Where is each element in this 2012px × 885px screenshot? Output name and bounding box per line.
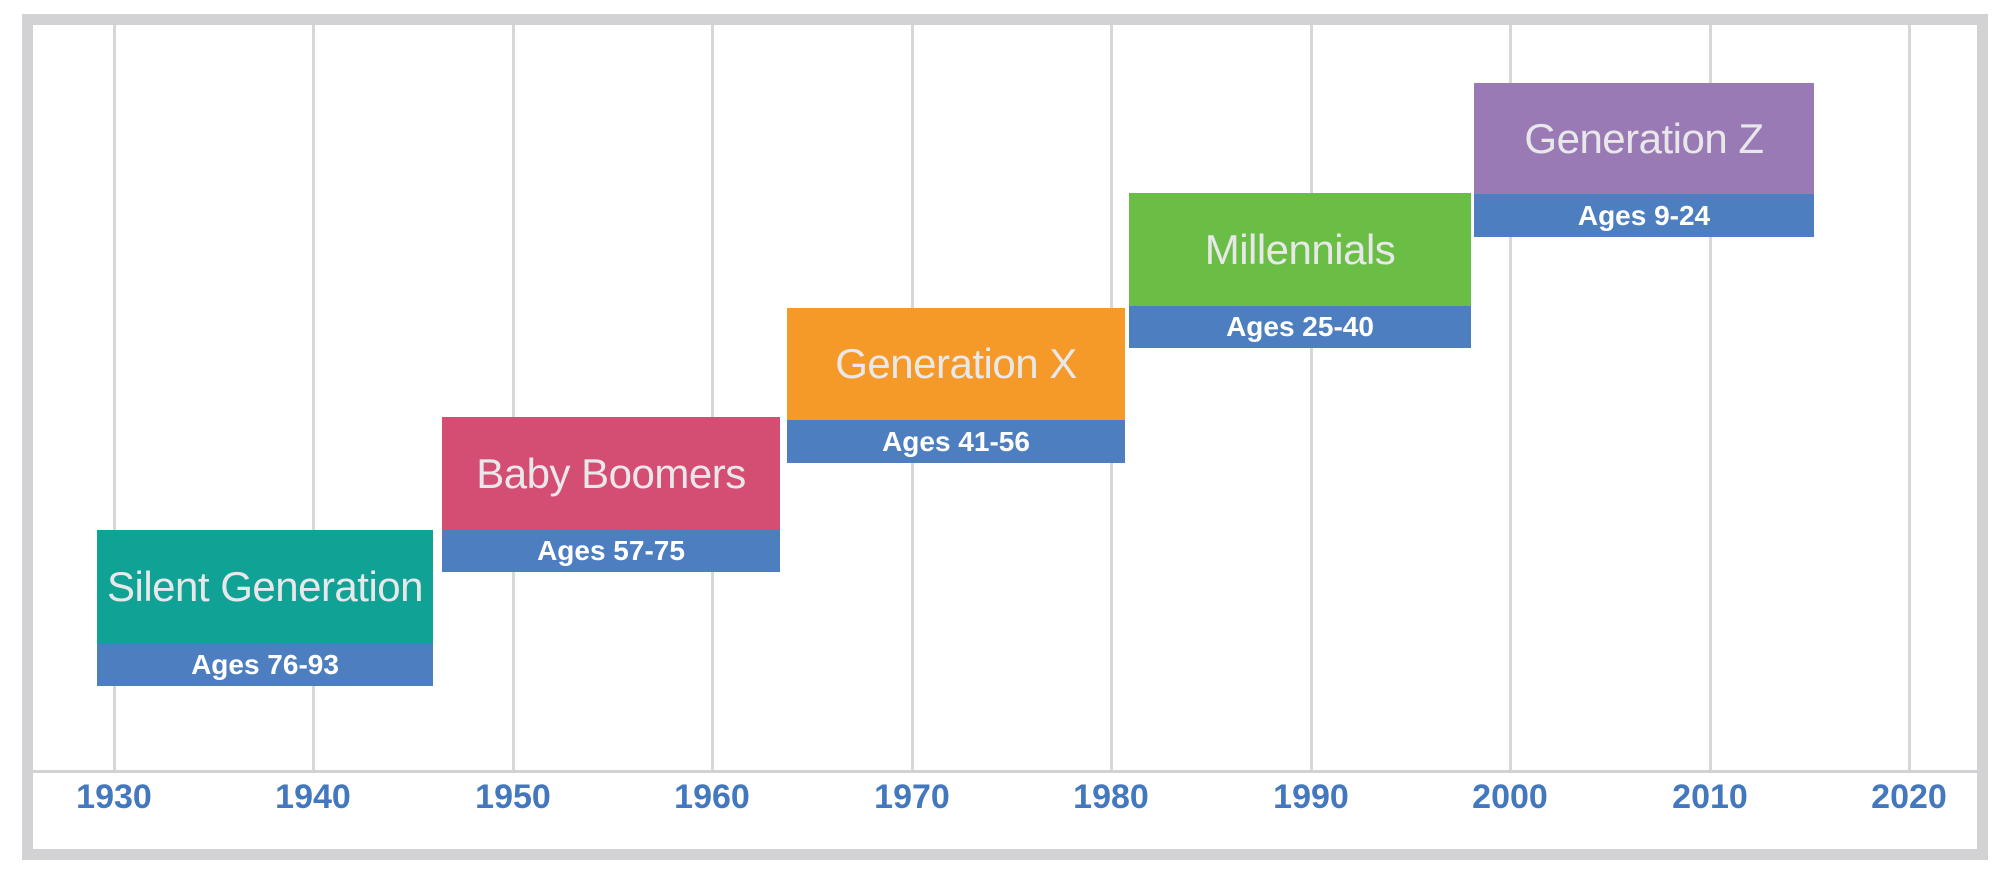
generation-block-generation-x: Generation X Ages 41-56 [787,308,1125,463]
gridline-2010 [1709,25,1712,770]
chart-frame: 1930 1940 1950 1960 1970 1980 1990 2000 … [22,14,1988,860]
generation-color-area: Silent Generation [97,530,433,643]
generation-label: Millennials [1204,225,1396,273]
generation-label: Silent Generation [106,562,424,610]
gridline-1950 [512,25,515,770]
age-range-label: Ages 9-24 [1577,199,1711,231]
generation-label: Baby Boomers [476,449,746,497]
generation-block-generation-z: Generation Z Ages 9-24 [1474,83,1814,237]
axis-tick-label: 1970 [874,778,950,816]
age-range-bar: Ages 9-24 [1474,194,1814,237]
gridline-1930 [113,25,116,770]
generation-color-area: Baby Boomers [442,417,780,530]
axis-tick-label: 1980 [1073,778,1149,816]
axis-tick-label: 1950 [475,778,551,816]
age-range-label: Ages 76-93 [191,648,339,680]
gridline-1940 [312,25,315,770]
x-axis-line [33,770,1977,773]
generation-block-silent-generation: Silent Generation Ages 76-93 [97,530,433,686]
gridline-2000 [1509,25,1512,770]
age-range-bar: Ages 25-40 [1129,306,1471,348]
generation-label: Generation X [835,340,1077,387]
generation-label: Generation Z [1524,114,1764,162]
generation-color-area: Generation Z [1474,83,1814,194]
axis-tick-label: 2020 [1871,778,1947,816]
axis-tick-label: 1930 [76,778,152,816]
gridline-1960 [711,25,714,770]
axis-tick-label: 1990 [1273,778,1349,816]
age-range-bar: Ages 41-56 [787,420,1125,463]
gridline-2020 [1908,25,1911,770]
age-range-bar: Ages 76-93 [97,643,433,686]
generation-block-millennials: Millennials Ages 25-40 [1129,193,1471,348]
plot-area: 1930 1940 1950 1960 1970 1980 1990 2000 … [33,25,1977,849]
age-range-label: Ages 57-75 [537,535,685,566]
axis-tick-label: 1960 [674,778,750,816]
age-range-label: Ages 25-40 [1226,311,1374,342]
generation-block-baby-boomers: Baby Boomers Ages 57-75 [442,417,780,572]
gridline-1990 [1310,25,1313,770]
axis-tick-label: 1940 [275,778,351,816]
axis-tick-label: 2000 [1472,778,1548,816]
age-range-label: Ages 41-56 [882,425,1030,457]
axis-tick-label: 2010 [1672,778,1748,816]
generation-color-area: Generation X [787,308,1125,420]
generation-color-area: Millennials [1129,193,1471,306]
age-range-bar: Ages 57-75 [442,530,780,572]
